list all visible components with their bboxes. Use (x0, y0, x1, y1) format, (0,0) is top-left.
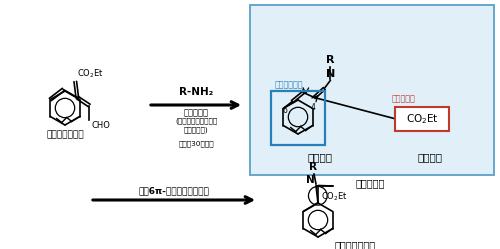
Text: 電子求引基: 電子求引基 (392, 94, 416, 103)
Text: CO$_2$Et: CO$_2$Et (78, 67, 104, 79)
Text: 共役イミン: 共役イミン (356, 178, 384, 188)
Text: R-NH₂: R-NH₂ (179, 87, 213, 97)
FancyBboxPatch shape (250, 5, 494, 175)
Text: 共役アルデヒド: 共役アルデヒド (46, 130, 84, 139)
Text: R: R (309, 162, 317, 172)
Text: 活性化！: 活性化！ (308, 152, 332, 162)
Text: CO$_2$Et: CO$_2$Et (406, 112, 438, 126)
Text: CO$_2$Et: CO$_2$Et (322, 190, 348, 203)
Text: R: R (326, 55, 334, 64)
Text: 室温、30分以内: 室温、30分以内 (178, 140, 214, 147)
Text: 4: 4 (311, 103, 316, 112)
Text: 高速6π-アザ電子環状反応: 高速6π-アザ電子環状反応 (138, 186, 210, 195)
Text: 活性化！: 活性化！ (418, 152, 442, 162)
Text: ピリジン誠導体: ピリジン誠導体 (334, 240, 376, 249)
Text: N: N (306, 175, 315, 185)
Text: アミンなど): アミンなど) (184, 126, 208, 133)
Text: 一級アミン: 一級アミン (184, 108, 208, 117)
Text: (リジン、エタノール: (リジン、エタノール (175, 117, 217, 124)
FancyBboxPatch shape (395, 107, 449, 131)
Text: 共役系置換基: 共役系置換基 (275, 80, 304, 89)
Text: 6: 6 (282, 106, 288, 115)
Text: N: N (326, 68, 335, 78)
Text: CHO: CHO (92, 121, 110, 129)
